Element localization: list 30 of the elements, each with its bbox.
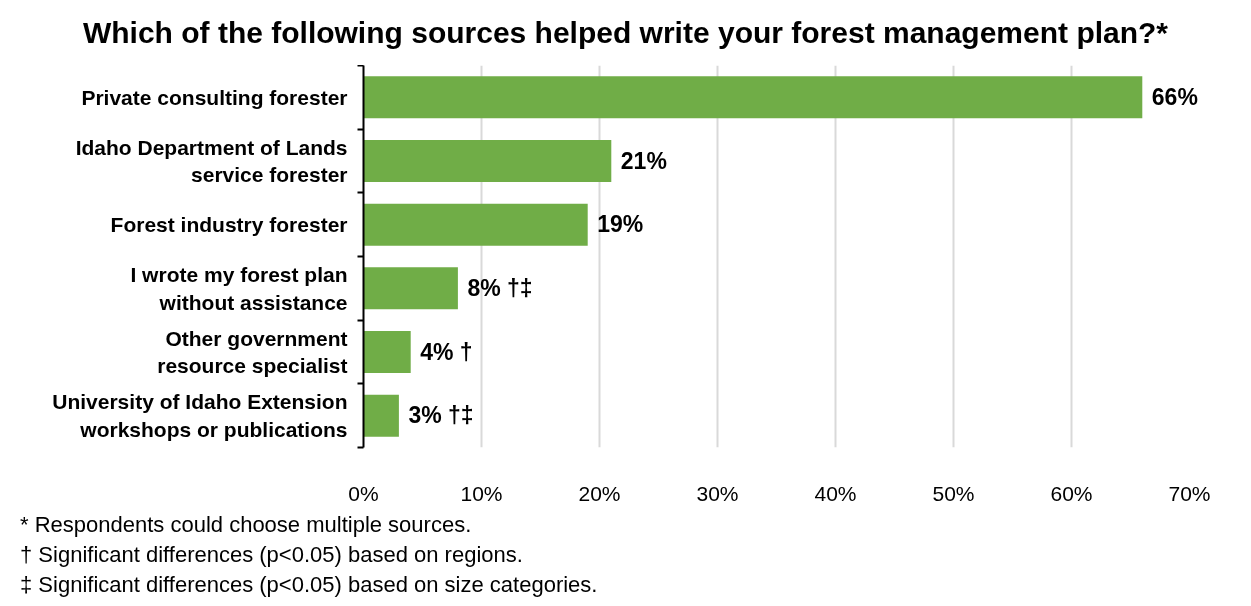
x-tick-label: 0% [348, 481, 379, 505]
x-tick-label: 50% [932, 481, 975, 505]
bar [363, 203, 588, 246]
data-label: 19% [597, 210, 644, 238]
y-tick-label: I wrote my forest plan without assistance [130, 263, 348, 314]
y-tick-label: University of Idaho Extension workshops or publications [52, 390, 348, 441]
y-tick-label: Other government resource specialist [157, 326, 348, 378]
bar [363, 76, 1143, 119]
x-tick-label: 70% [1168, 481, 1211, 505]
data-label: 21% [620, 147, 667, 174]
x-tick-label: 20% [578, 481, 621, 505]
bar [363, 267, 458, 310]
x-tick-label: 60% [1050, 481, 1093, 505]
x-tick-label: 10% [460, 481, 503, 505]
bar [363, 330, 411, 374]
data-label: 66% [1151, 83, 1198, 111]
bar [363, 394, 399, 437]
x-tick-label: 30% [696, 481, 739, 505]
text: * Respondents could choose multiple sources. [20, 511, 472, 539]
data-label: 4% † [420, 338, 473, 365]
x-tick-label: 40% [814, 481, 857, 505]
chart-title: Which of the following sources helped write your forest management plan?* [82, 15, 1169, 51]
text: ‡ Significant differences (p<0.05) based on size categories. [20, 571, 598, 599]
y-tick-label: Idaho Department of Lands service forester [75, 135, 348, 187]
y-tick-label: Forest industry forester [110, 213, 348, 237]
y-tick-label: Private consulting forester [81, 85, 348, 109]
data-label: 8% †‡ [467, 274, 533, 302]
data-label: 3% †‡ [408, 401, 474, 429]
text: † Significant differences (p<0.05) based on regions. [20, 541, 523, 569]
bar [363, 139, 612, 183]
